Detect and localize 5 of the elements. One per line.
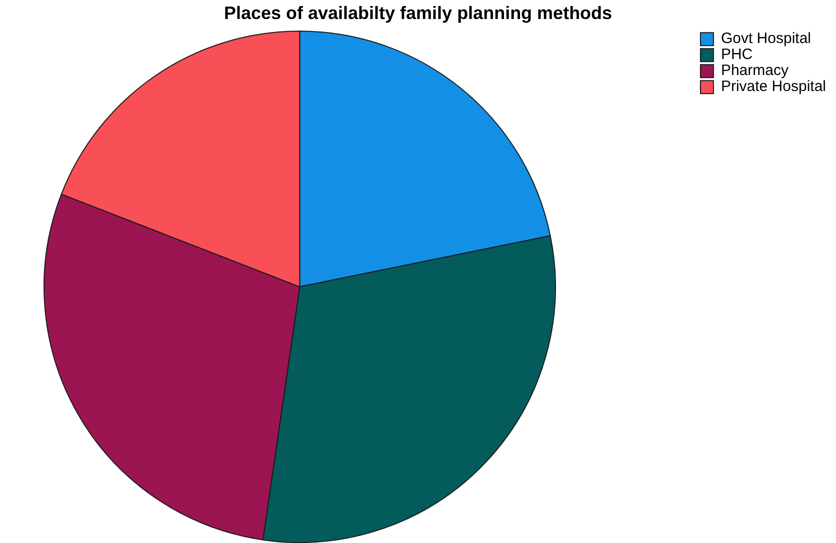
legend-label: Govt Hospital	[720, 30, 812, 48]
legend-label: Private Hospital	[720, 78, 826, 96]
chart-title: Places of availabilty family planning methods	[224, 2, 612, 23]
legend-label: Pharmacy	[720, 62, 789, 80]
legend-label: PHC	[720, 46, 753, 64]
